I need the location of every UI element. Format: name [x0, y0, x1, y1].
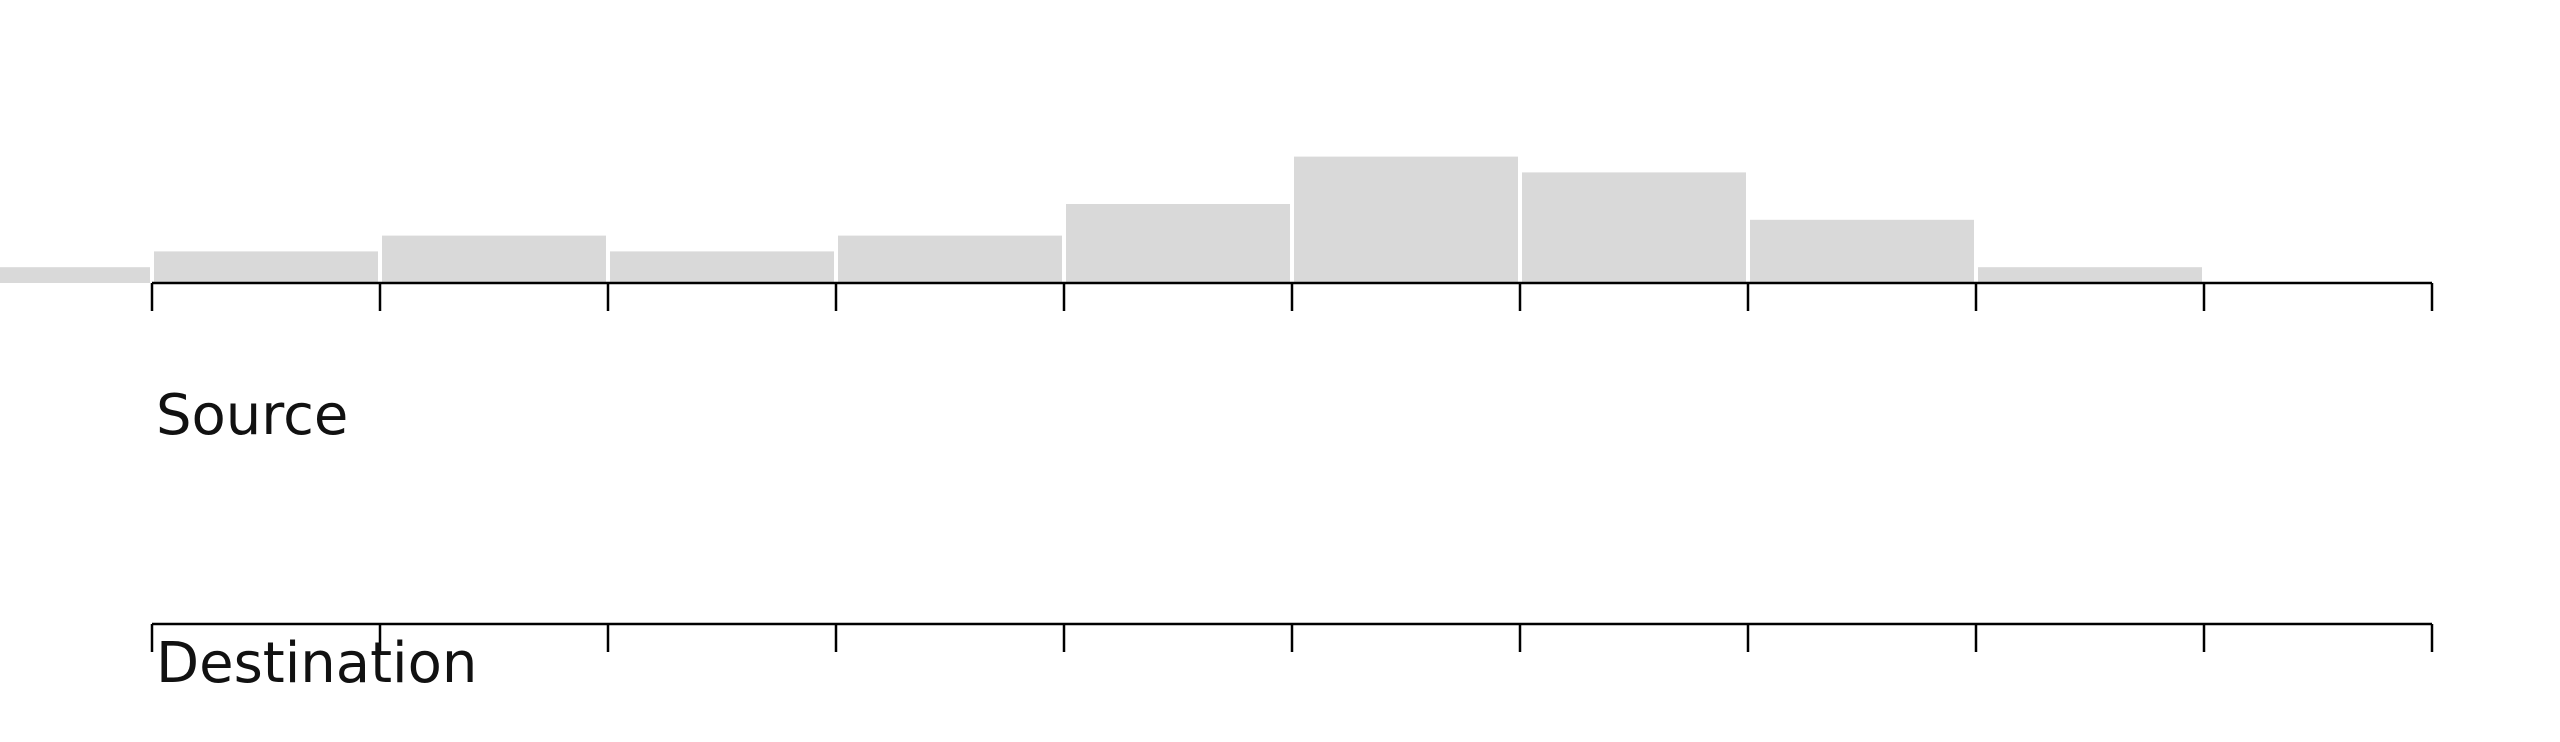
histogram-bar-8 — [1750, 219, 1974, 283]
destination-axis — [150, 622, 2434, 652]
histogram-bar-2 — [382, 235, 606, 283]
histogram-bar-1 — [154, 251, 378, 283]
histogram-bars — [0, 156, 2202, 283]
histogram-bar-3 — [610, 251, 834, 283]
source-axis-label: Source — [156, 383, 349, 448]
histogram-bar-0 — [0, 267, 150, 283]
histogram-bar-6 — [1294, 156, 1518, 283]
destination-axis-label: Destination — [156, 631, 478, 696]
histogram-bar-9 — [1978, 267, 2202, 283]
source-axis — [150, 281, 2434, 311]
histogram-bar-4 — [838, 235, 1062, 283]
histogram-bar-7 — [1522, 172, 1746, 283]
histogram-bar-5 — [1066, 204, 1290, 283]
